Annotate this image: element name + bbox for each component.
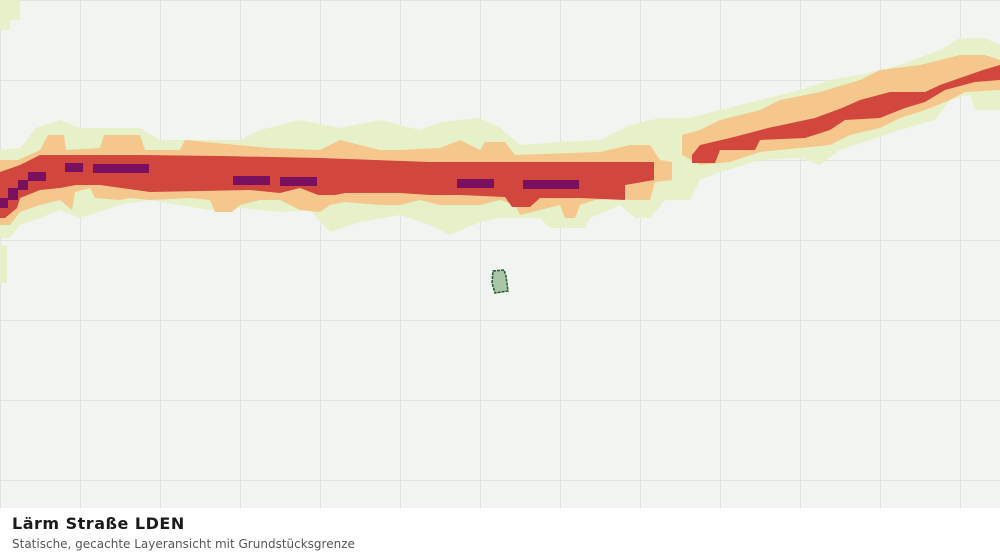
map-title: Lärm Straße LDEN bbox=[12, 514, 185, 533]
parcel-boundary bbox=[491, 269, 509, 294]
caption: Lärm Straße LDEN Statische, gecachte Lay… bbox=[0, 508, 1000, 560]
noise-zone-high bbox=[0, 65, 1000, 218]
map-view bbox=[0, 0, 1000, 508]
map-background bbox=[0, 0, 1000, 508]
map-subtitle: Statische, gecachte Layeransicht mit Gru… bbox=[12, 537, 355, 551]
noise-zone-very-high bbox=[0, 163, 579, 208]
